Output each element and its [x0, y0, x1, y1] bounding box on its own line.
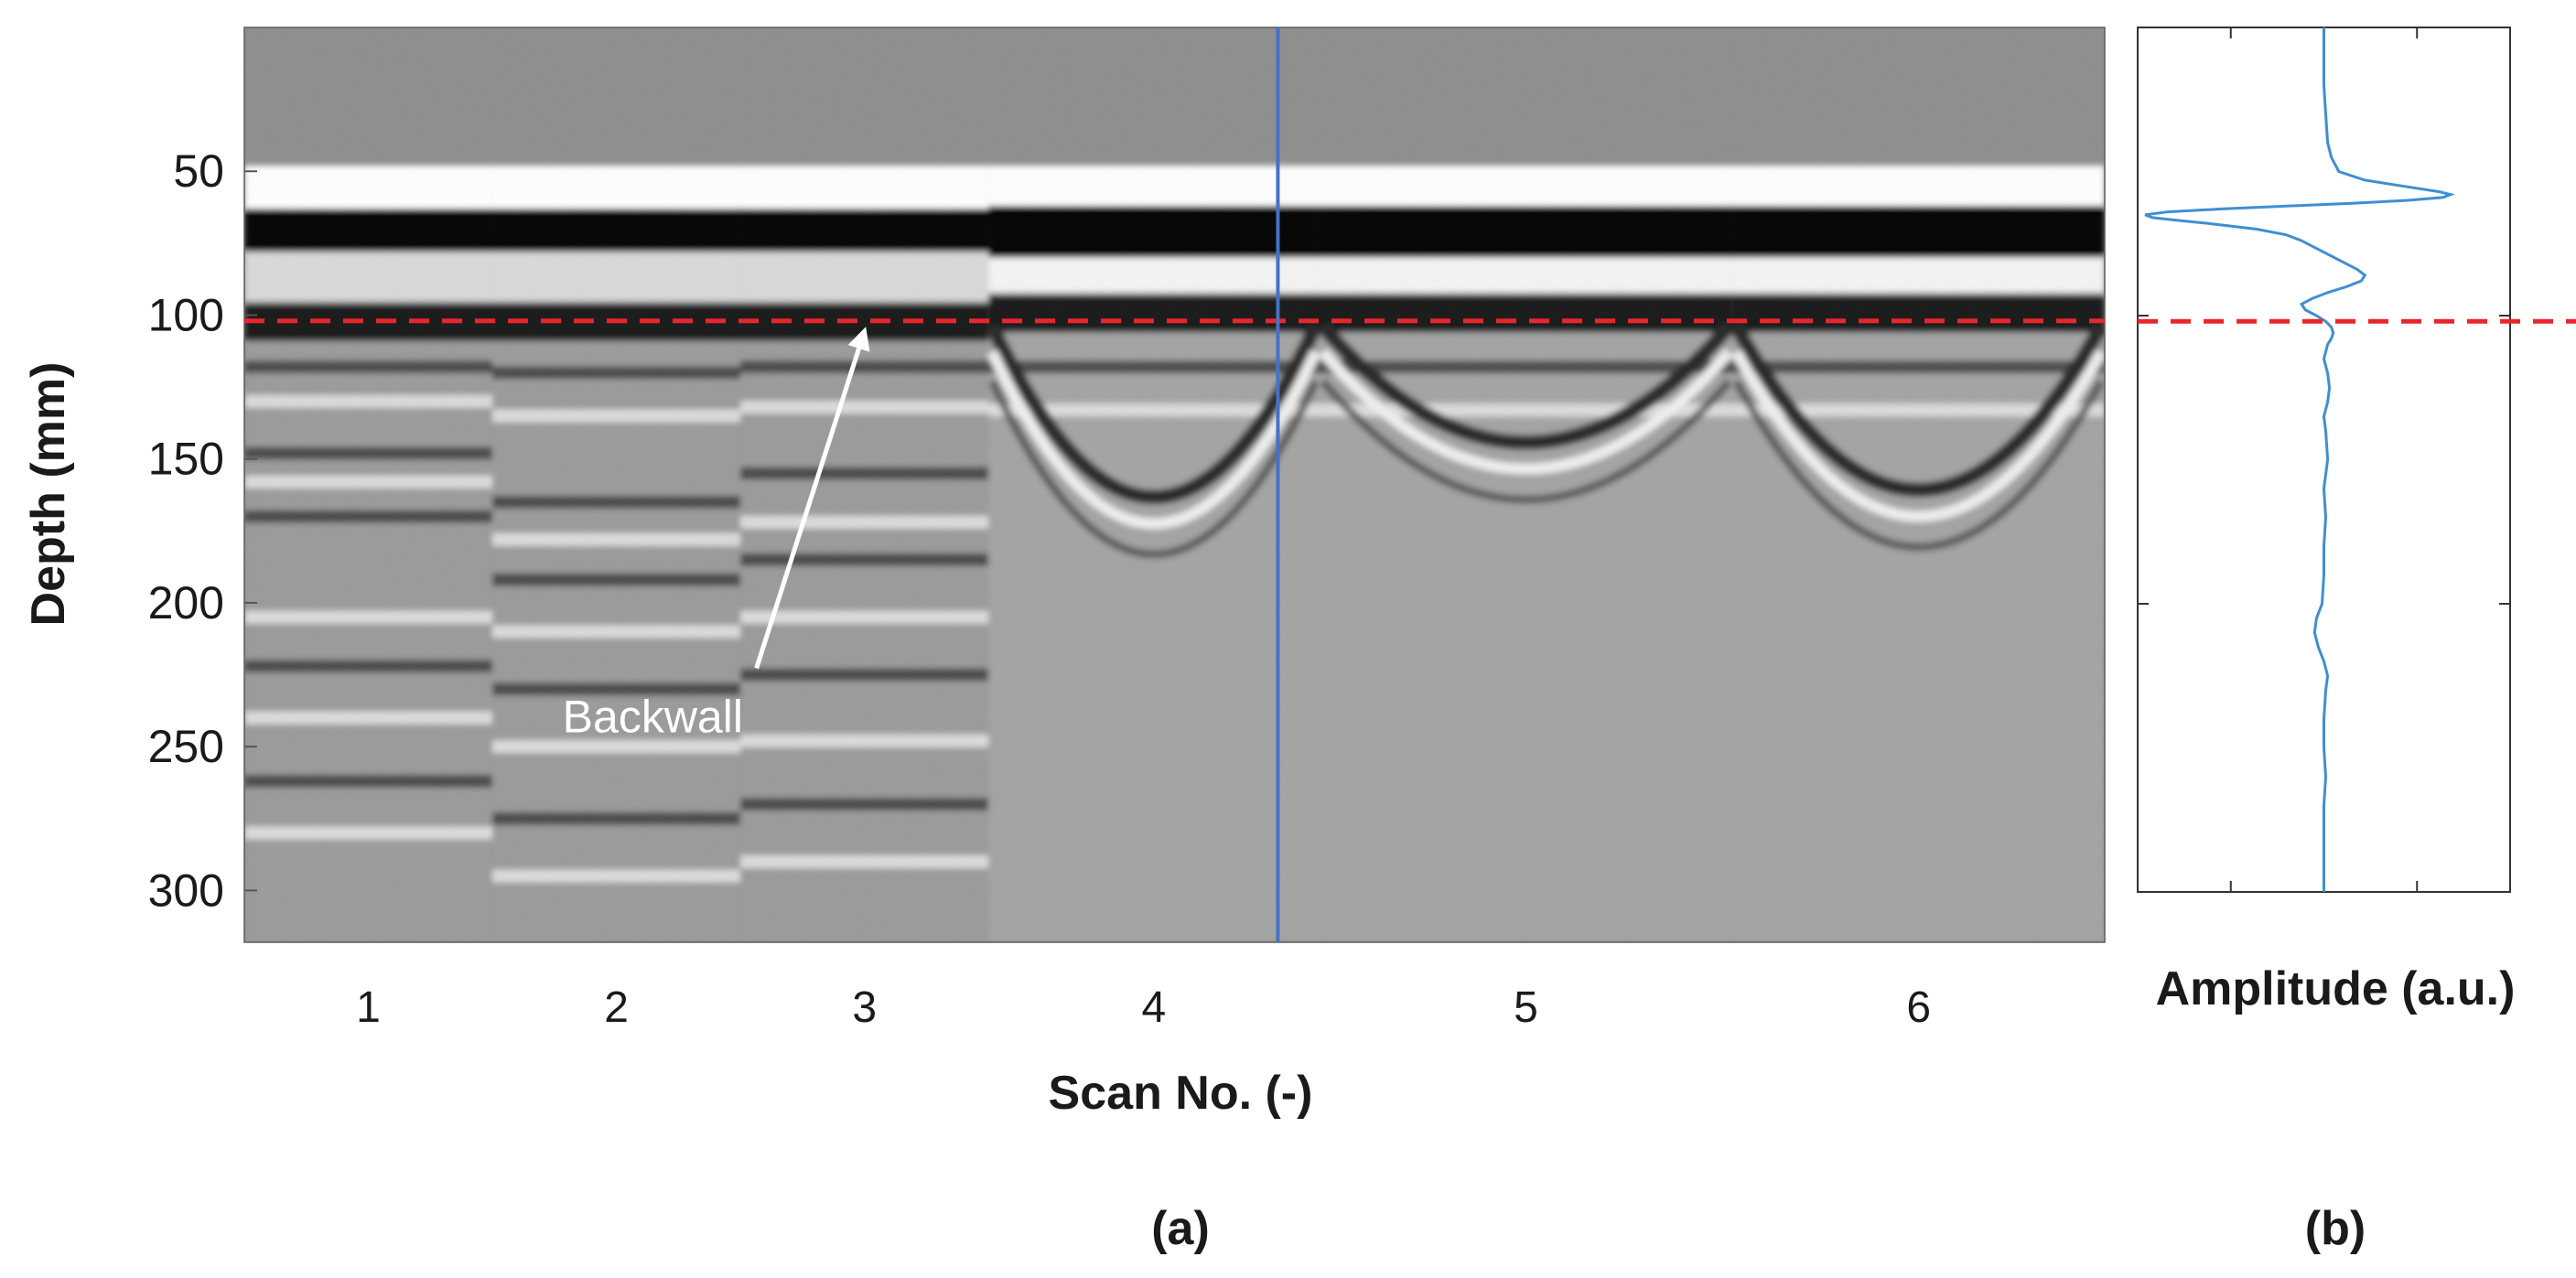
a-x-tick-label: 2: [604, 983, 629, 1032]
a-x-tick-label: 3: [852, 983, 877, 1032]
bscan-panel: 50 100 150 200 250 300 1 2 3 4 5 6 Backwall Scan N…: [22, 27, 2106, 1255]
a-x-tick-label: 5: [1514, 983, 1538, 1032]
panel-label-b: (b): [2305, 1202, 2366, 1255]
a-y-tick-label: 100: [148, 289, 224, 340]
panel-label-a: (a): [1151, 1202, 1210, 1255]
a-y-tick-label: 250: [148, 721, 224, 772]
a-y-tick-label: 200: [148, 577, 224, 628]
backwall-arrow: [754, 327, 870, 670]
backwall-annotation: Backwall: [563, 691, 743, 742]
a-y-axis-label: Depth (mm): [22, 362, 75, 627]
a-y-tick-label: 50: [173, 145, 224, 197]
a-y-tick-label: 150: [148, 434, 224, 485]
bscan-frame: [243, 27, 2106, 943]
a-x-tick-label: 6: [1906, 983, 1931, 1032]
a-x-axis-label: Scan No. (-): [1049, 1067, 1313, 1120]
amplitude-series-line: [2144, 27, 2455, 892]
amplitude-panel: Amplitude (a.u.) (b): [2137, 27, 2576, 1255]
a-y-tick-label: 300: [148, 865, 224, 916]
a-x-tick-label: 4: [1142, 983, 1167, 1032]
a-x-tick-label: 1: [356, 983, 381, 1032]
bscan-grain: [244, 27, 2105, 942]
b-x-axis-label: Amplitude (a.u.): [2156, 962, 2516, 1015]
